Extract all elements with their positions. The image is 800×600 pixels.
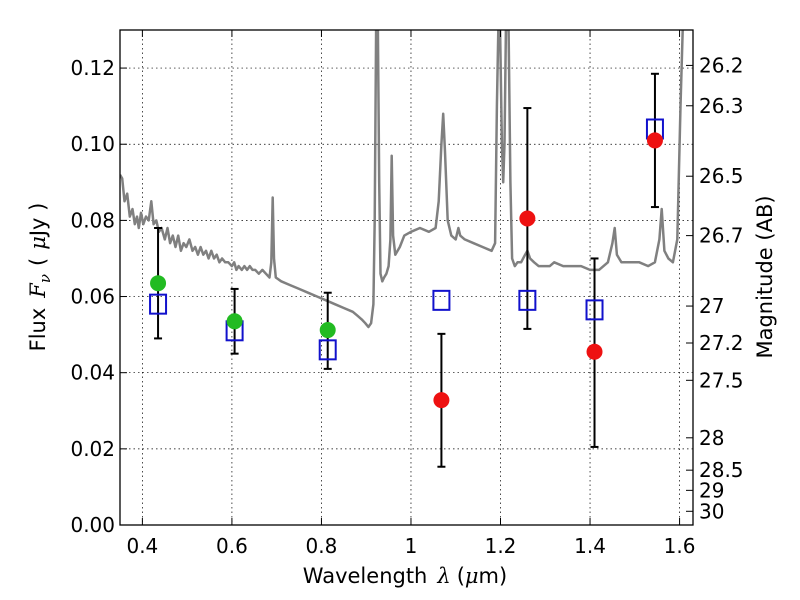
observed-infrared-point-2 <box>586 343 603 360</box>
x-axis-label-unit-open: ( <box>457 564 465 588</box>
model-photometry-point-2 <box>318 339 337 361</box>
y-axis-label-symbol: F <box>26 282 50 299</box>
x-axis-label-unit-rest: m) <box>479 564 508 588</box>
x-tick-label-3: 1 <box>405 534 418 558</box>
observed-optical-point-2 <box>319 322 336 339</box>
y-tick-label-6: 0.12 <box>70 56 115 80</box>
right-tick-label-10: 30 <box>699 499 724 523</box>
right-tick-label-6: 27.5 <box>699 368 744 392</box>
right-tick-label-2: 26.5 <box>699 164 744 188</box>
y-axis-label: Flux Fν ( μJy ) <box>26 203 54 352</box>
y-axis-label-unit-mu: μ <box>26 236 50 250</box>
right-tick-label-9: 29 <box>699 478 724 502</box>
x-axis-label-text: Wavelength <box>303 564 428 588</box>
x-axis-label-symbol: λ <box>436 564 450 588</box>
data-points-group <box>149 72 664 468</box>
x-tick-label-0: 0.4 <box>126 534 158 558</box>
observed-infrared-point-1 <box>519 210 536 227</box>
observed-optical-point-0 <box>150 275 167 292</box>
right-tick-label-8: 28.5 <box>699 458 744 482</box>
x-tick-label-6: 1.6 <box>664 534 696 558</box>
observed-infrared-point-3 <box>646 132 663 149</box>
observed-infrared-point-0 <box>433 392 450 409</box>
model-photometry-point-0 <box>149 293 168 315</box>
model-photometry-point-4 <box>518 289 537 311</box>
x-tick-label-2: 0.8 <box>306 534 338 558</box>
right-tick-label-7: 28 <box>699 426 724 450</box>
axis-ticks: 0.4 0.6 0.8 1 1.2 1.4 1.6 0.00 0.02 0.04 0.06 0.08 0… <box>70 30 744 558</box>
right-tick-label-1: 26.3 <box>699 94 744 118</box>
model-spectrum-line <box>120 30 684 329</box>
x-tick-label-5: 1.4 <box>574 534 606 558</box>
observed-optical-point-1 <box>226 313 243 330</box>
right-tick-label-3: 26.7 <box>699 224 744 248</box>
y-axis-label-unit-rest: Jy ) <box>26 203 50 239</box>
y-tick-label-1: 0.02 <box>70 437 115 461</box>
model-spectrum-group <box>120 30 684 329</box>
model-photometry-point-3 <box>432 289 451 311</box>
x-tick-label-4: 1.2 <box>485 534 517 558</box>
y-axis-label-unit-open: ( <box>26 258 50 266</box>
y-axis-label-sub: ν <box>36 274 54 283</box>
y-tick-label-4: 0.08 <box>70 208 115 232</box>
y-tick-label-3: 0.06 <box>70 285 115 309</box>
x-axis-label: Wavelength λ (μm) <box>303 564 507 588</box>
right-tick-label-0: 26.2 <box>699 53 744 77</box>
x-axis-label-unit-mu: μ <box>465 564 479 588</box>
x-tick-label-1: 0.6 <box>216 534 248 558</box>
y-tick-label-2: 0.04 <box>70 361 115 385</box>
plot-frame <box>119 29 694 526</box>
grid-lines <box>120 30 693 525</box>
right-tick-label-4: 27 <box>699 294 724 318</box>
right-tick-label-5: 27.2 <box>699 331 744 355</box>
y-axis-label-text: Flux <box>26 308 50 352</box>
model-photometry-point-5 <box>585 299 604 321</box>
y-tick-label-5: 0.10 <box>70 132 115 156</box>
right-axis-label: Magnitude (AB) <box>753 195 777 358</box>
y-tick-label-0: 0.00 <box>70 513 115 537</box>
